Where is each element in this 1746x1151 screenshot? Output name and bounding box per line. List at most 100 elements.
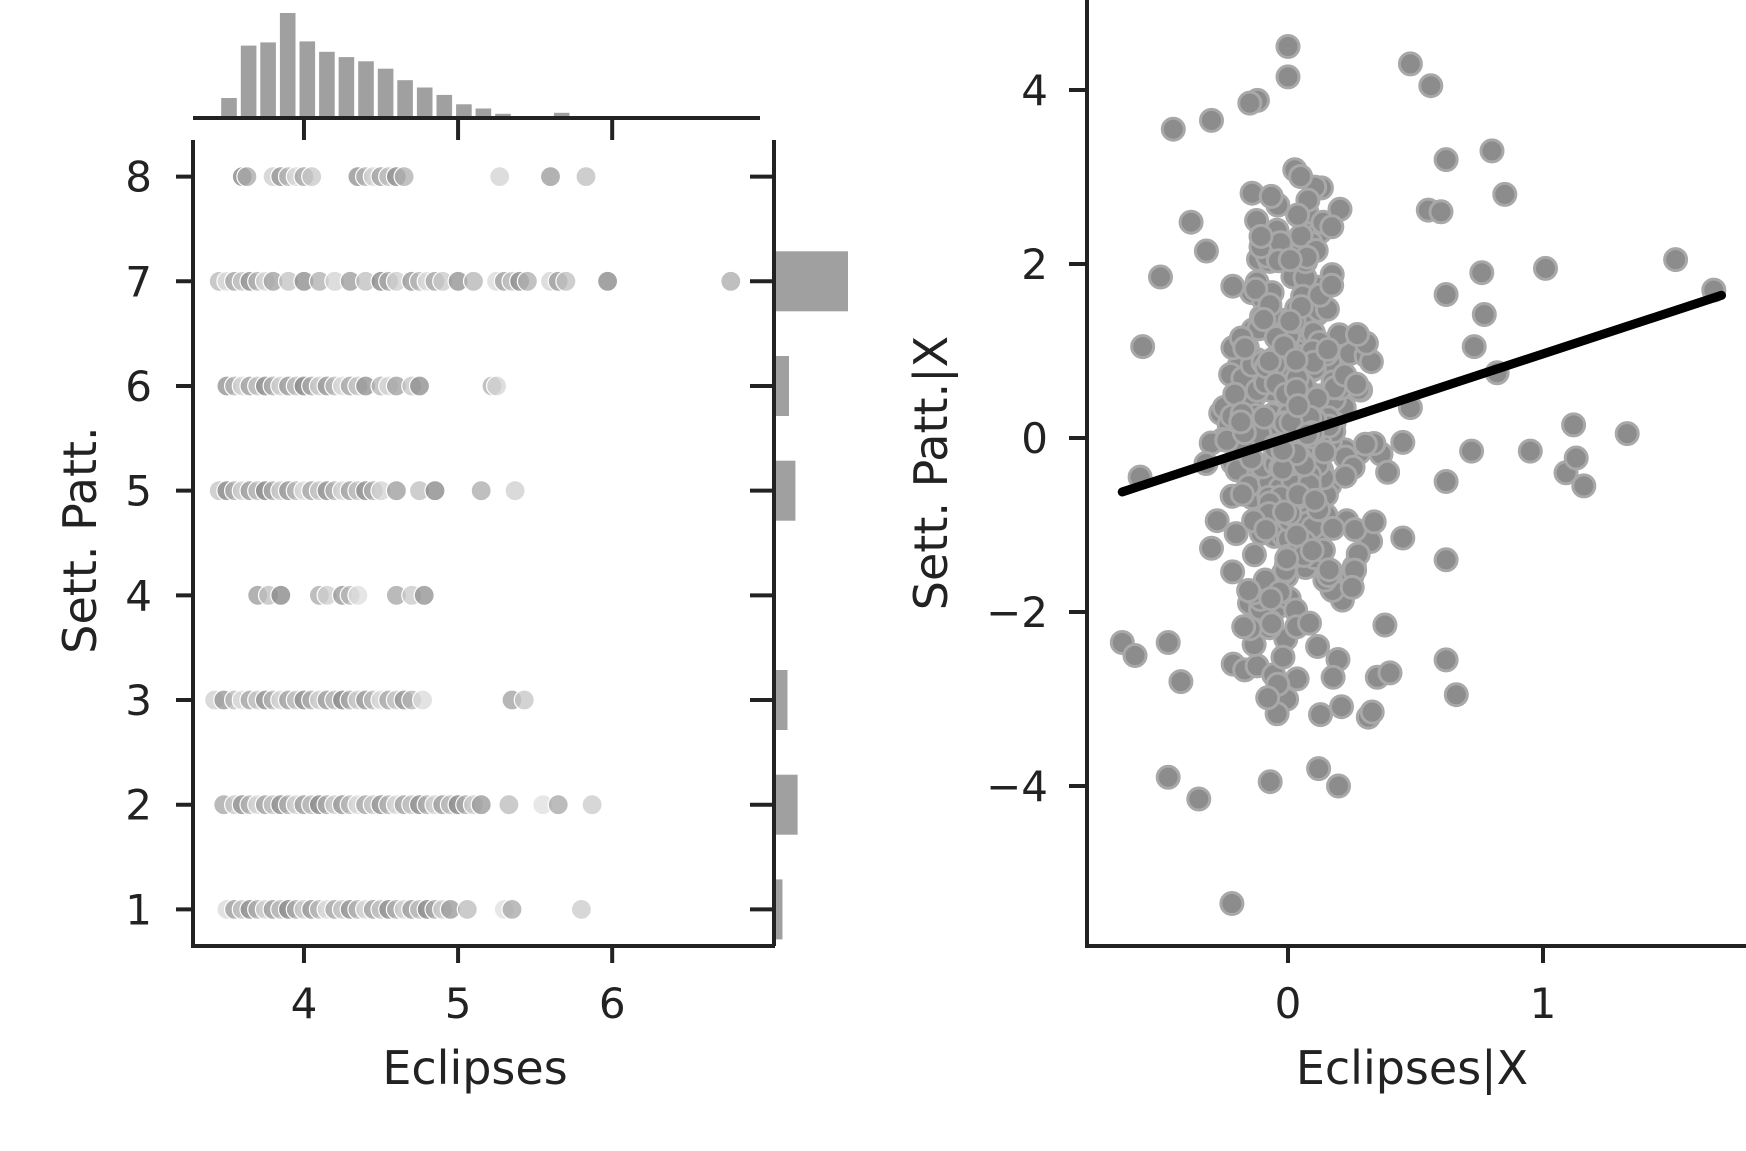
histogram-bar — [377, 68, 394, 118]
residual-point — [1160, 116, 1186, 142]
histogram-bar — [456, 104, 472, 118]
x-tick-label: 0 — [1275, 979, 1302, 1028]
histogram-bar — [240, 45, 257, 118]
scatter-point — [504, 480, 526, 502]
residual-point — [1306, 756, 1332, 782]
y-axis-label: Sett. Patt.|X — [904, 336, 959, 610]
histogram-bar — [475, 108, 492, 118]
regression-line — [1117, 290, 1726, 497]
residual-point — [1259, 611, 1285, 637]
scatter-point — [301, 166, 323, 188]
y-tick-label: 4 — [125, 571, 152, 620]
residual-point — [1186, 786, 1212, 812]
scatter-point — [462, 270, 485, 292]
x-ticks: 4 5 6 — [291, 946, 626, 1028]
residual-point — [1316, 557, 1342, 583]
residual-point — [1329, 694, 1354, 720]
residual-point — [1433, 547, 1459, 573]
histogram-bar — [358, 61, 374, 118]
marginal-x-histogram — [221, 13, 570, 119]
scatter-point — [413, 584, 435, 606]
residual-point — [1155, 630, 1181, 655]
residual-point — [1361, 509, 1387, 535]
scatter-point — [456, 898, 478, 921]
y-tick-label: 2 — [1021, 240, 1048, 289]
residual-point — [1122, 643, 1148, 668]
scatter-point — [581, 794, 603, 816]
residual-point — [1305, 634, 1331, 659]
y-ticks: 4 2 0 −2 −4 — [986, 66, 1087, 811]
residual-point — [1155, 764, 1181, 790]
x-tick-label: 6 — [599, 979, 626, 1028]
scatter-point — [470, 794, 492, 816]
scatter-point — [270, 584, 292, 606]
scatter-point — [486, 375, 508, 397]
residual-point — [1517, 438, 1543, 464]
residual-point — [1223, 521, 1249, 547]
x-tick-label: 5 — [445, 979, 472, 1028]
residual-point — [1561, 412, 1587, 438]
residual-point — [1236, 578, 1262, 603]
residual-point — [1248, 223, 1274, 249]
residual-point — [1492, 181, 1518, 207]
y-tick-label: 3 — [125, 676, 152, 725]
scatter-point — [385, 480, 407, 502]
residual-point — [1320, 515, 1346, 541]
histogram-bar — [776, 356, 789, 416]
residual-point — [1299, 538, 1325, 563]
residual-point — [1433, 647, 1459, 673]
histogram-bar — [776, 460, 796, 521]
residual-point — [1258, 586, 1284, 612]
histogram-bar — [338, 57, 355, 118]
marginal-x-ticks — [301, 118, 615, 140]
scatter-point — [393, 166, 415, 188]
residual-point — [1372, 612, 1398, 638]
scatter-point — [720, 270, 742, 292]
residual-point — [1302, 487, 1328, 513]
scatter-point — [575, 166, 597, 188]
joint-plot: 1 2 3 4 5 6 7 8 4 5 6 Eclipses Sett. Patt. — [53, 13, 848, 1095]
residual-point — [1332, 463, 1358, 489]
residual-point — [1433, 147, 1459, 173]
residual-point — [1375, 459, 1401, 485]
residual-point — [1275, 34, 1301, 59]
scatter-point — [408, 375, 431, 397]
histogram-bar — [221, 98, 237, 118]
residual-point — [1193, 238, 1219, 264]
scatter-point — [489, 166, 511, 188]
residual-point — [1320, 664, 1346, 690]
residual-point — [1277, 308, 1303, 334]
scatter-point — [501, 898, 523, 921]
residual-point — [1344, 371, 1370, 397]
y-tick-label: 4 — [1021, 66, 1048, 115]
residual-point — [1270, 644, 1296, 670]
histogram-bar — [397, 80, 413, 118]
x-axis-label: Eclipses — [382, 1041, 567, 1095]
scatter-point — [596, 270, 619, 292]
residual-point — [1312, 439, 1337, 465]
histogram-bar — [279, 13, 296, 118]
residual-point — [1219, 891, 1245, 916]
y-tick-label: 2 — [125, 781, 152, 830]
residual-point — [1433, 282, 1459, 307]
residual-point — [1377, 660, 1403, 686]
residual-point — [1256, 348, 1282, 374]
scatter-point — [498, 794, 520, 816]
residual-point — [1220, 559, 1246, 585]
residual-point — [1272, 499, 1297, 525]
x-tick-label: 1 — [1530, 979, 1557, 1028]
residual-point — [1563, 445, 1589, 471]
residual-point — [1251, 307, 1277, 332]
histogram-bar — [553, 112, 570, 119]
residual-point — [1228, 409, 1254, 435]
scatter-points — [204, 166, 742, 921]
residual-point — [1319, 272, 1345, 298]
residual-point — [1397, 51, 1423, 77]
y-ticks: 1 2 3 4 5 6 7 8 — [125, 153, 193, 934]
residual-point — [1232, 335, 1258, 361]
histogram-bar — [260, 42, 276, 118]
residual-point — [1220, 273, 1246, 299]
residual-point — [1319, 214, 1345, 240]
